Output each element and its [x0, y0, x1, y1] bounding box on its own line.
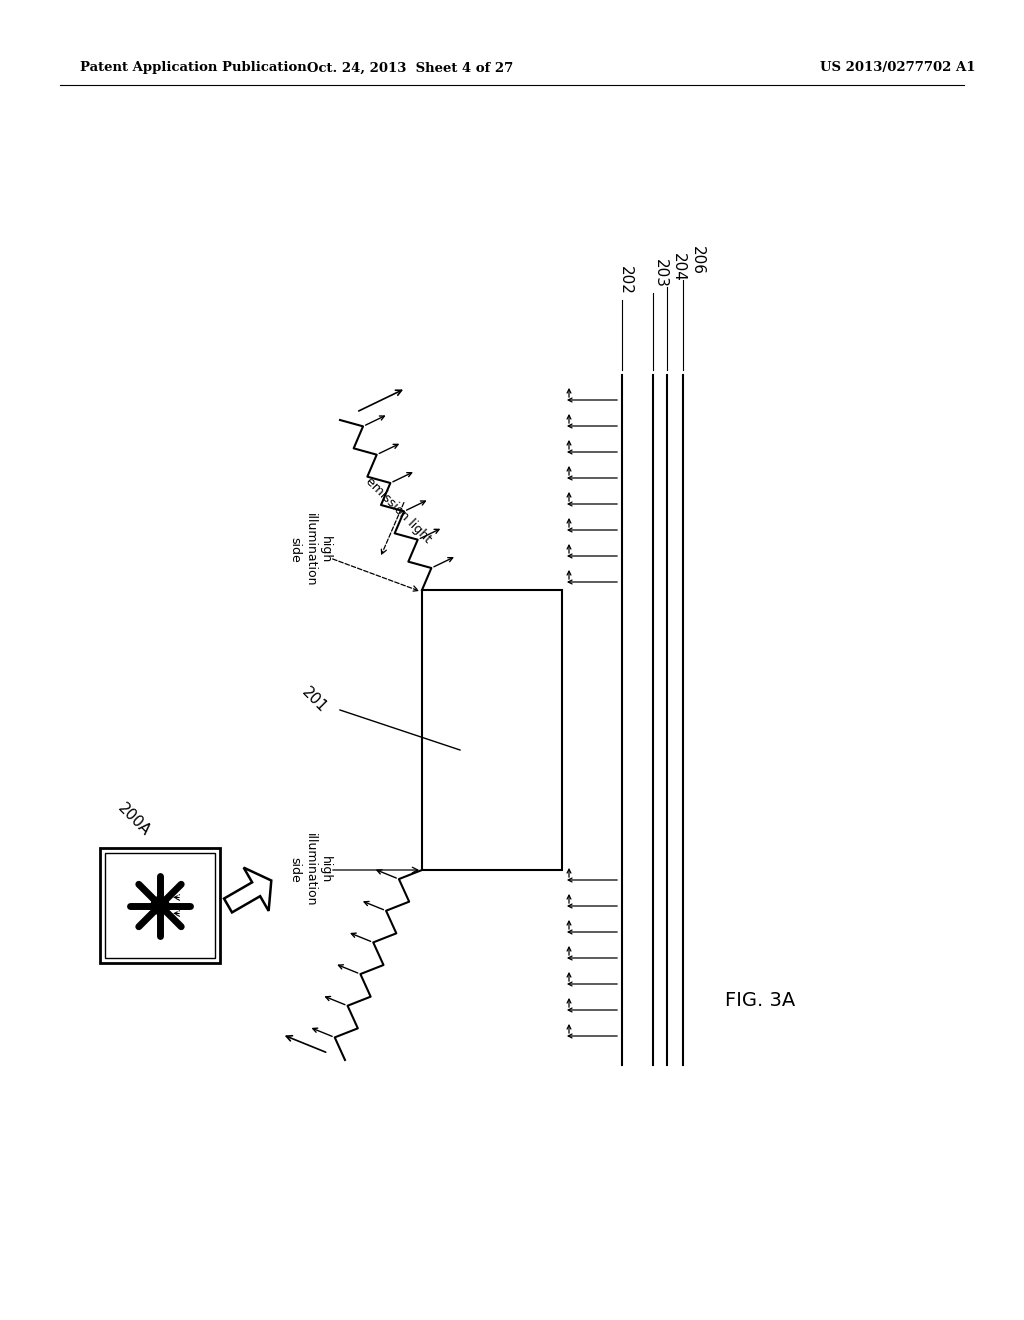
Text: 206: 206 [689, 246, 705, 275]
Text: Oct. 24, 2013  Sheet 4 of 27: Oct. 24, 2013 Sheet 4 of 27 [307, 62, 513, 74]
Bar [422, 590, 562, 870]
Text: US 2013/0277702 A1: US 2013/0277702 A1 [820, 62, 976, 74]
Text: emission light: emission light [362, 475, 433, 545]
Text: 201: 201 [299, 685, 330, 715]
Text: Patent Application Publication: Patent Application Publication [80, 62, 307, 74]
Text: high
illumination
side: high illumination side [289, 833, 332, 907]
Bar [100, 847, 220, 964]
Text: 204: 204 [671, 253, 685, 282]
Text: 200A: 200A [115, 801, 154, 840]
Bar [105, 853, 215, 958]
Text: high
illumination
side: high illumination side [289, 513, 332, 587]
Text: 203: 203 [652, 259, 668, 288]
Polygon shape [224, 867, 271, 912]
Text: FIG. 3A: FIG. 3A [725, 990, 795, 1010]
Text: 202: 202 [617, 267, 633, 294]
Circle shape [151, 896, 169, 915]
